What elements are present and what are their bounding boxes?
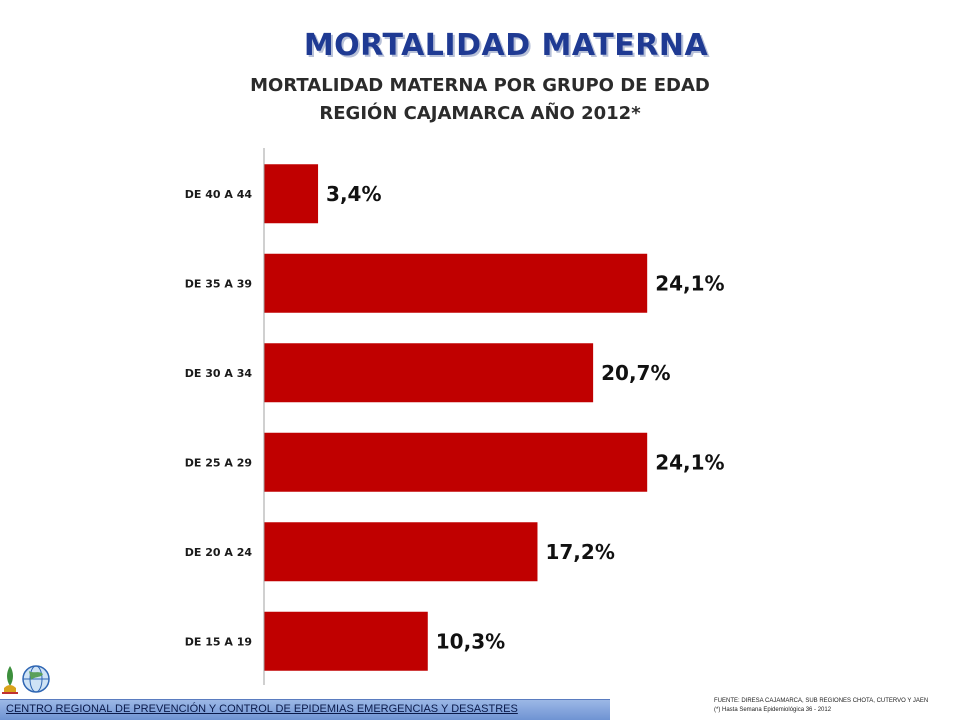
bar-5 [264,611,428,671]
bar-2 [264,343,594,403]
chart-title: MORTALIDAD MATERNA POR GRUPO DE EDAD REG… [0,72,960,128]
logos [0,662,52,696]
value-label-3: 24,1% [655,450,724,474]
value-label-4: 17,2% [545,540,614,564]
chart-title-line1: MORTALIDAD MATERNA POR GRUPO DE EDAD [250,75,710,96]
chart-title-line2: REGIÓN CAJAMARCA AÑO 2012* [319,103,641,124]
source-note: FUENTE: DIRESA CAJAMARCA, SUB REGIONES C… [714,697,928,715]
value-label-0: 3,4% [326,182,381,206]
category-label-4: DE 20 A 24 [185,546,253,559]
value-label-1: 24,1% [655,271,724,295]
footer-bar: CENTRO REGIONAL DE PREVENCIÓN Y CONTROL … [0,699,610,720]
bar-4 [264,522,538,582]
globe-logo-icon [22,665,50,693]
bar-chart: DE 40 A 44 3,4% DE 35 A 39 24,1% DE 30 A 34 2… [185,148,725,685]
ministry-logo-icon [2,666,18,694]
category-label-3: DE 25 A 29 [185,456,252,469]
value-label-5: 10,3% [436,629,505,653]
category-label-0: DE 40 A 44 [185,188,253,201]
category-label-1: DE 35 A 39 [185,277,252,290]
category-label-2: DE 30 A 34 [185,367,253,380]
source-line: FUENTE: DIRESA CAJAMARCA, SUB REGIONES C… [714,698,929,704]
bars-layer: DE 40 A 44 3,4% DE 35 A 39 24,1% DE 30 A 34 2… [185,164,725,671]
main-title: MORTALIDAD MATERNA [303,28,709,63]
bar-1 [264,253,648,313]
bar-3 [264,432,648,492]
value-label-2: 20,7% [601,361,670,385]
period-note: (*) Hasta Semana Epidemiológica 36 - 201… [714,707,832,713]
category-label-5: DE 15 A 19 [185,635,252,648]
footer-org-text: CENTRO REGIONAL DE PREVENCIÓN Y CONTROL … [6,703,518,715]
bar-0 [264,164,319,224]
